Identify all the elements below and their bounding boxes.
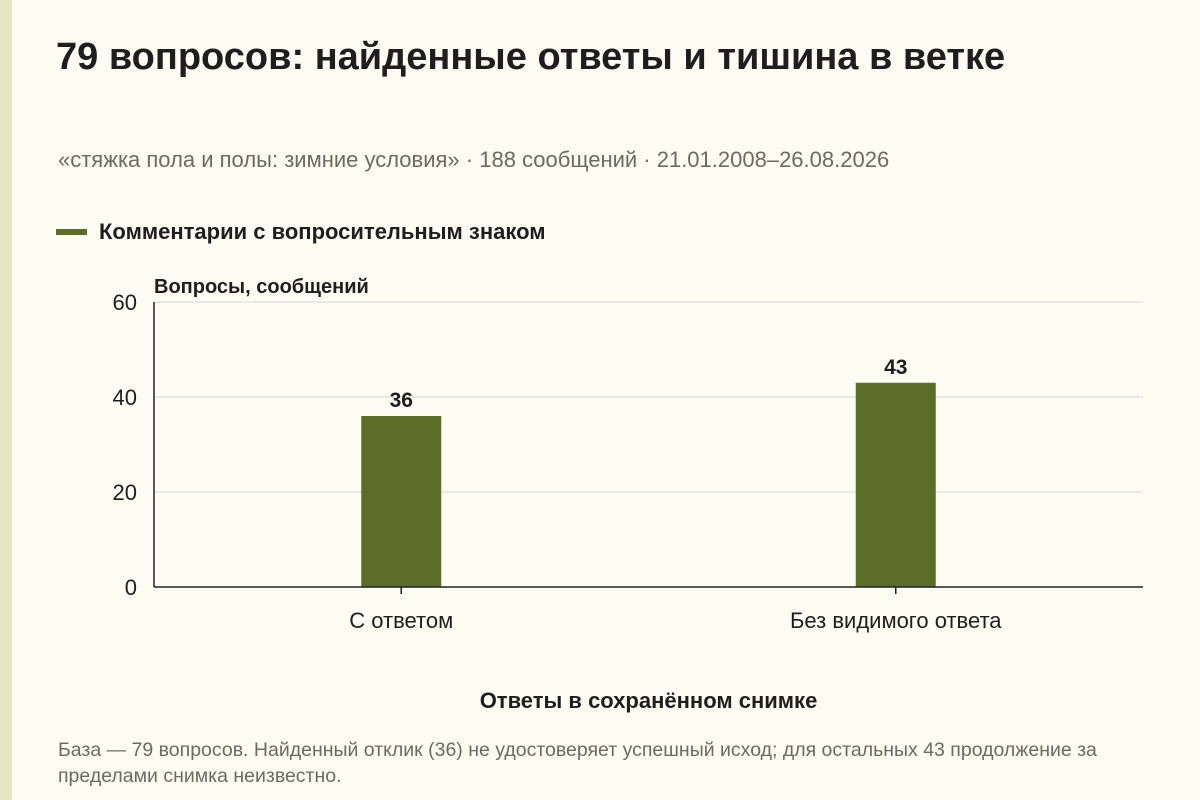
y-tick-label-40: 40 xyxy=(113,385,137,410)
bar-value-label-1: 36 xyxy=(390,389,413,412)
y-tick-label-60: 60 xyxy=(113,290,137,315)
left-accent-stripe xyxy=(0,0,12,800)
chart-title: 79 вопросов: найденные ответы и тишина в… xyxy=(56,36,1006,78)
x-axis-label: Ответы в сохранённом снимке xyxy=(480,688,818,713)
legend-label: Комментарии с вопросительным знаком xyxy=(99,219,546,244)
footnote: База — 79 вопросов. Найденный отклик (36… xyxy=(58,739,1097,787)
y-tick-label-20: 20 xyxy=(113,480,137,505)
bar-1 xyxy=(361,416,442,587)
y-axis-label: Вопросы, сообщений xyxy=(154,276,369,298)
legend-swatch xyxy=(56,229,87,235)
legend: Комментарии с вопросительным знаком xyxy=(56,219,546,245)
chart-subtitle: «стяжка пола и полы: зимние условия» · 1… xyxy=(58,147,890,172)
bar-2 xyxy=(855,382,936,587)
bar-value-label-2: 43 xyxy=(884,356,907,379)
x-tick-label-2: Без видимого ответа xyxy=(790,608,1002,633)
x-tick-label-1: С ответом xyxy=(349,608,453,633)
y-tick-label-0: 0 xyxy=(125,575,137,600)
